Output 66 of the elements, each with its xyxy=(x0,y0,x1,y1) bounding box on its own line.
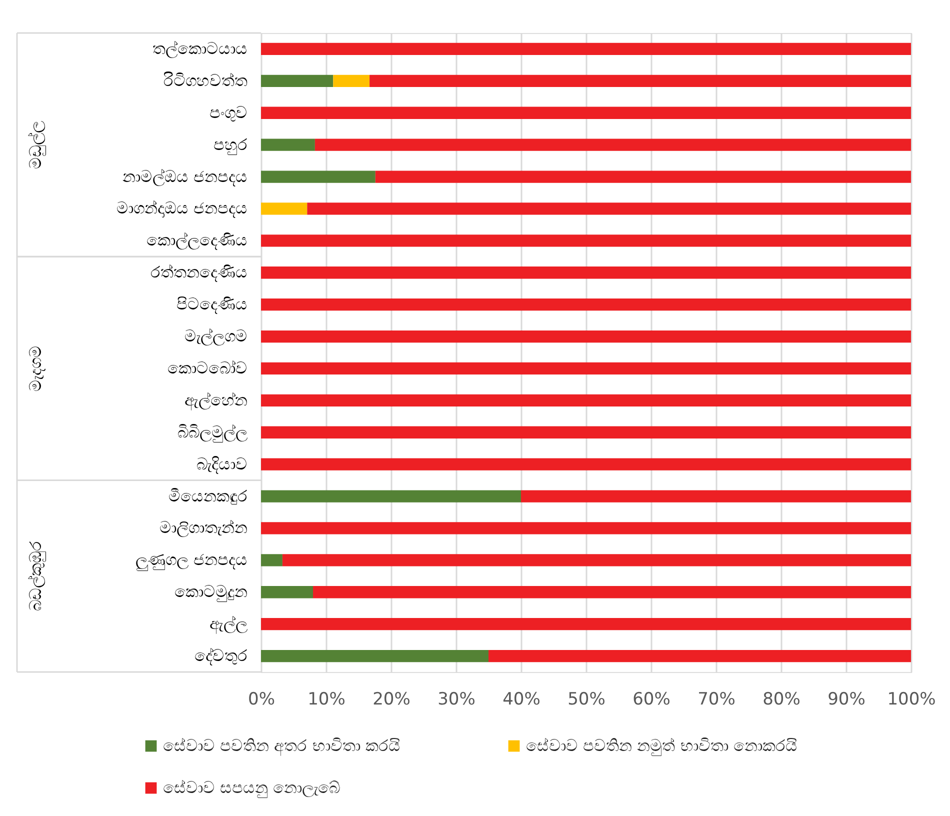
bar xyxy=(261,490,521,502)
bar xyxy=(261,650,488,662)
y-tick-label: රත්තනදෙණිය xyxy=(150,262,248,282)
x-tick-label: 50% xyxy=(568,690,606,710)
bar xyxy=(261,618,911,630)
bar xyxy=(261,554,282,566)
bar xyxy=(261,522,911,534)
bar xyxy=(261,74,334,87)
y-tick-label: නාමල්ඔය ජනපදය xyxy=(122,166,248,187)
bar xyxy=(521,490,911,502)
bar xyxy=(261,362,911,375)
bar xyxy=(261,330,911,343)
x-tick-label: 100% xyxy=(887,690,936,710)
bar xyxy=(261,394,911,406)
x-tick-label: 80% xyxy=(762,690,800,710)
bar xyxy=(488,650,911,662)
bar xyxy=(333,74,370,87)
bar xyxy=(307,202,911,215)
text: මැදගම xyxy=(26,345,45,392)
y-tick-label: පහුර xyxy=(214,134,248,155)
x-tick-label: 0% xyxy=(248,690,275,710)
legend-label: සේවාව සපයනු නොලැබේ xyxy=(163,778,340,798)
x-tick-label: 70% xyxy=(698,690,736,710)
x-tick-label: 60% xyxy=(632,690,670,710)
x-tick-label: 90% xyxy=(828,690,866,710)
y-tick-label: කොටමුදුන xyxy=(174,582,248,602)
bar xyxy=(313,586,911,598)
bar xyxy=(282,554,911,566)
text: මඩුල්ල xyxy=(26,120,46,169)
bar xyxy=(261,42,911,56)
y-tick-label: කොටබෝව xyxy=(168,358,248,378)
y-tick-label: බිබිලමුල්ල xyxy=(178,422,248,442)
bar xyxy=(314,138,911,151)
bar xyxy=(261,458,911,470)
bar xyxy=(261,586,313,598)
y-tick-label: පංගුව xyxy=(210,102,248,122)
bar xyxy=(261,426,911,438)
bar xyxy=(261,138,315,151)
bar xyxy=(375,170,911,183)
legend-label: සේවාව පවතින අතර භාවිතා කරයි xyxy=(163,736,400,756)
y-tick-label: දේවතුර xyxy=(194,646,248,666)
y-tick-label: කොල්ලදෙණිය xyxy=(146,230,248,251)
bar xyxy=(370,74,911,87)
bar xyxy=(261,234,911,247)
y-tick-label: ඇල්හේන xyxy=(184,390,248,410)
bar xyxy=(261,202,308,215)
y-tick-label: මාගන්දාඔය ජනපදය xyxy=(116,198,248,218)
y-tick-label: මැල්ලගම xyxy=(184,326,248,347)
y-tick-label: බැදියාව xyxy=(196,454,248,474)
bar xyxy=(261,298,911,311)
y-tick-label: මාලිගාතැන්න xyxy=(160,518,248,538)
y-tick-label: මීයෙනකඳුර xyxy=(168,486,248,506)
y-tick-label: ඇල්ල xyxy=(210,614,248,634)
x-tick-label: 20% xyxy=(372,690,410,710)
bar xyxy=(261,266,911,279)
x-tick-label: 10% xyxy=(308,690,346,710)
y-tick-label: ලුණුගල ජනපදය xyxy=(135,550,248,572)
x-tick-label: 40% xyxy=(502,690,540,710)
bar xyxy=(261,170,376,183)
x-tick-label: 30% xyxy=(438,690,476,710)
legend-label: සේවාව පවතින නමුත් භාවිතා නොකරයි xyxy=(526,736,798,756)
y-tick-label: රිටිගහවත්ත xyxy=(164,70,248,90)
y-tick-label: තල්කොටයාය xyxy=(152,38,248,59)
bar xyxy=(261,106,911,119)
text: බඩල්කුඹුර xyxy=(26,541,46,612)
y-tick-label: පිටදෙණිය xyxy=(176,294,248,314)
